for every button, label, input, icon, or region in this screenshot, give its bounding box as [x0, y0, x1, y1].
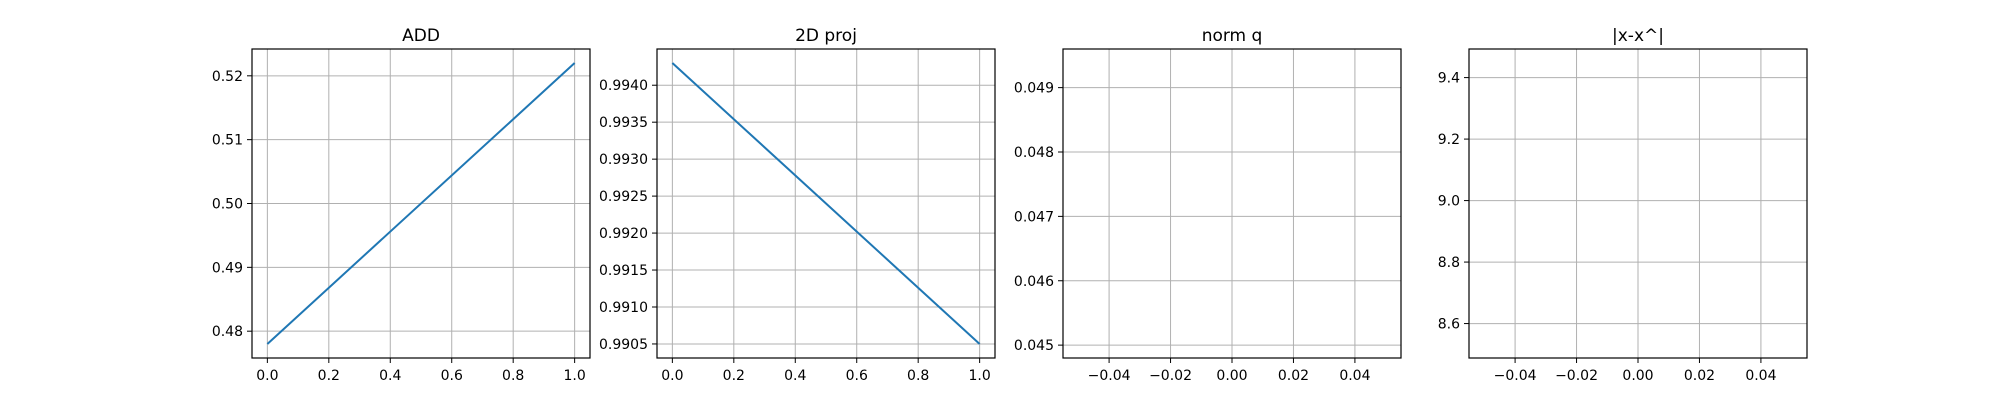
- y-tick-label: 9.2: [1438, 132, 1460, 148]
- x-tick-label: 0.8: [907, 368, 929, 384]
- x-tick-label: 0.00: [1622, 368, 1653, 384]
- y-tick-label: 0.49: [212, 260, 243, 276]
- x-tick-label: 1.0: [564, 368, 586, 384]
- y-tick-label: 8.6: [1438, 317, 1460, 333]
- subplot-2d-proj: 0.0 0.2 0.4 0.6 0.8 1.0 0.9905 0.9910 0.9915 0.99…: [599, 26, 996, 384]
- y-tick-label: 9.0: [1438, 194, 1460, 210]
- x-tick-label: −0.04: [1088, 368, 1131, 384]
- x-tick-label: 0.02: [1278, 368, 1309, 384]
- x-tick-label: 0.02: [1684, 368, 1715, 384]
- y-tick-label: 0.52: [212, 69, 243, 85]
- x-tick-label: 0.8: [502, 368, 524, 384]
- y-tick-label: 0.9915: [599, 263, 648, 279]
- x-tick-label: 0.2: [723, 368, 745, 384]
- y-tick-label: 0.51: [212, 133, 243, 149]
- y-tick-label: 0.049: [1014, 81, 1054, 97]
- chart-title: 2D proj: [795, 26, 857, 46]
- y-tick-label: 0.9930: [599, 152, 648, 168]
- series-line: [671, 62, 981, 345]
- x-tick-label: 1.0: [969, 368, 991, 384]
- x-tick-label: 0.04: [1339, 368, 1370, 384]
- x-tick-label: 0.0: [661, 368, 683, 384]
- subplot-add: 0.0 0.2 0.4 0.6 0.8 1.0 0.48 0.49 0.50 0.51 0.52 AD…: [212, 26, 591, 384]
- subplot-norm-q: −0.04 −0.02 0.00 0.02 0.04 0.045 0.046 0.047 0.0…: [1014, 26, 1402, 384]
- y-tick-label: 0.9910: [599, 300, 648, 316]
- y-tick-label: 0.50: [212, 197, 243, 213]
- y-tick-label: 0.9935: [599, 115, 648, 131]
- y-tick-label: 0.047: [1014, 209, 1054, 225]
- y-tick-label: 9.4: [1438, 71, 1460, 87]
- subplot-x-error: −0.04 −0.02 0.00 0.02 0.04 8.6 8.8 9.0 9.2 9.4 |x-…: [1438, 26, 1808, 384]
- x-tick-label: 0.04: [1745, 368, 1776, 384]
- y-tick-label: 0.046: [1014, 274, 1054, 290]
- x-tick-label: 0.4: [379, 368, 401, 384]
- x-tick-label: −0.04: [1494, 368, 1537, 384]
- y-tick-label: 0.9940: [599, 78, 648, 94]
- y-tick-label: 0.9905: [599, 337, 648, 353]
- y-tick-label: 0.9925: [599, 189, 648, 205]
- y-tick-label: 0.048: [1014, 145, 1054, 161]
- y-tick-label: 0.045: [1014, 338, 1054, 354]
- chart-title: norm q: [1202, 26, 1263, 46]
- x-tick-label: 0.2: [318, 368, 340, 384]
- x-tick-label: 0.6: [441, 368, 463, 384]
- plot-frame: [656, 48, 996, 359]
- x-tick-label: −0.02: [1555, 368, 1598, 384]
- y-tick-label: 0.48: [212, 324, 243, 340]
- x-tick-label: 0.4: [784, 368, 806, 384]
- x-tick-label: −0.02: [1149, 368, 1192, 384]
- y-tick-label: 8.8: [1438, 255, 1460, 271]
- x-tick-label: 0.6: [846, 368, 868, 384]
- series-line: [266, 62, 576, 345]
- chart-title: |x-x^|: [1612, 26, 1664, 46]
- chart-title: ADD: [402, 26, 440, 46]
- x-tick-label: 0.00: [1216, 368, 1247, 384]
- x-tick-label: 0.0: [256, 368, 278, 384]
- y-tick-label: 0.9920: [599, 226, 648, 242]
